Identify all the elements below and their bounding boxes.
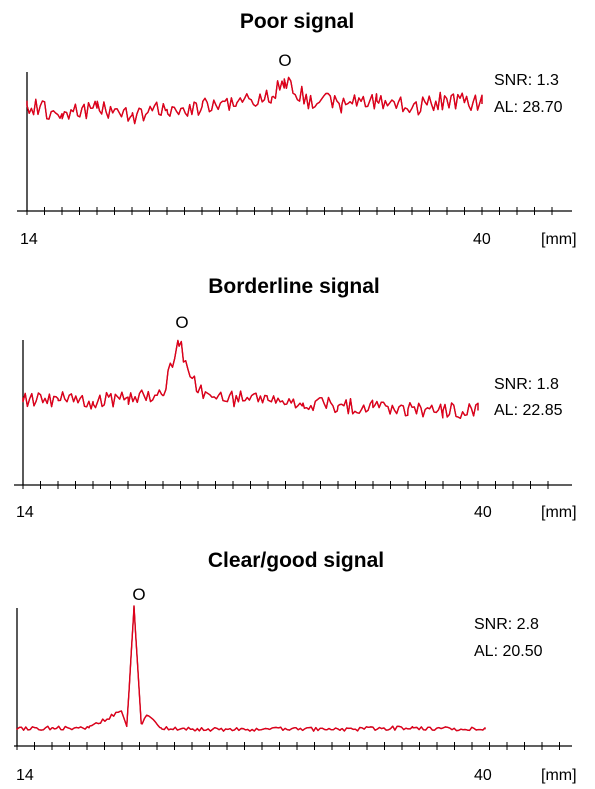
x-start-label: 14 (20, 231, 38, 248)
signal-trace-outline (26, 76, 483, 125)
peak-marker: O (175, 313, 188, 332)
al-label: AL: 22.85 (494, 402, 563, 419)
x-start-label: 14 (16, 504, 34, 521)
al-label: AL: 28.70 (494, 99, 563, 116)
x-axis-ticks (22, 481, 549, 489)
x-start-label: 14 (16, 767, 34, 784)
x-axis-ticks (26, 207, 553, 215)
panel-borderline-signal: Borderline signal O SNR: 1.8 AL: 22.85 1… (14, 275, 577, 521)
panel-title: Borderline signal (208, 275, 380, 298)
x-unit-label: [mm] (541, 504, 577, 521)
signal-trace (22, 339, 479, 419)
al-label: AL: 20.50 (474, 643, 543, 660)
x-unit-label: [mm] (541, 767, 577, 784)
peak-marker: O (278, 51, 291, 70)
panel-title: Clear/good signal (208, 549, 384, 572)
x-end-label: 40 (473, 231, 491, 248)
peak-marker: O (132, 585, 145, 604)
x-axis-ticks (16, 742, 560, 750)
snr-label: SNR: 2.8 (474, 616, 539, 633)
snr-label: SNR: 1.8 (494, 376, 559, 393)
signal-trace (26, 76, 483, 125)
panel-clear-good-signal: Clear/good signal O SNR: 2.8 AL: 20.50 1… (14, 549, 577, 784)
panel-poor-signal: Poor signal O SNR: 1.3 AL: 28.70 14 40 [… (17, 10, 577, 248)
signal-trace (16, 605, 486, 732)
panel-title: Poor signal (240, 10, 354, 33)
x-unit-label: [mm] (541, 231, 577, 248)
snr-label: SNR: 1.3 (494, 72, 559, 89)
signal-trace-outline (16, 605, 486, 732)
x-end-label: 40 (474, 767, 492, 784)
x-end-label: 40 (474, 504, 492, 521)
